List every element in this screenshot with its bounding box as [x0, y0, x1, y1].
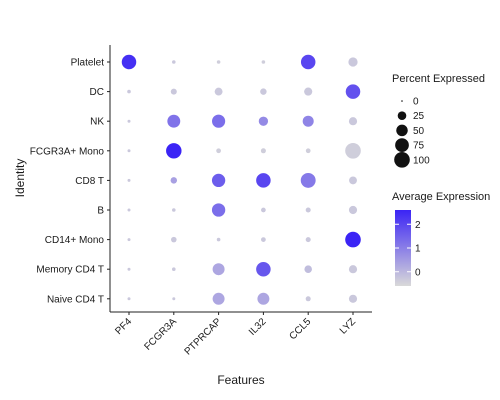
color-legend-label: 0	[415, 267, 421, 278]
dot-nk-ccl5	[302, 115, 314, 127]
color-legend-label: 2	[415, 220, 421, 231]
dot-naive-cd4-t-il32	[257, 292, 270, 305]
dot-cd8-t-fcgr3a	[170, 177, 178, 184]
y-tick-label: DC	[90, 87, 104, 98]
y-tick-label: Memory CD4 T	[36, 265, 104, 276]
dot-fcgr3a-mono-fcgr3a	[166, 143, 182, 159]
dot-cd14-mono-ptprcap	[216, 237, 221, 242]
dot-memory-cd4-t-pf4	[127, 267, 131, 271]
dot-b-pf4	[127, 208, 131, 212]
dot-b-il32	[261, 207, 266, 213]
dot-dc-pf4	[127, 89, 131, 94]
dot-cd8-t-lyz	[349, 176, 357, 185]
color-legend-label: 1	[415, 244, 421, 255]
dot-cd8-t-ptprcap	[211, 173, 226, 188]
y-tick-label: NK	[90, 117, 104, 128]
dot-naive-cd4-t-lyz	[348, 294, 358, 303]
dot-memory-cd4-t-il32	[256, 261, 271, 277]
size-legend-label: 25	[413, 111, 425, 122]
x-tick-label: PF4	[113, 316, 134, 337]
dot-naive-cd4-t-ptprcap	[212, 292, 225, 305]
size-legend-label: 100	[413, 155, 430, 166]
dot-nk-pf4	[127, 119, 131, 123]
dot-naive-cd4-t-fcgr3a	[172, 297, 176, 301]
dot-cd14-mono-ccl5	[305, 237, 311, 243]
size-legend-dot	[397, 111, 407, 120]
x-tick-label: LYZ	[338, 316, 358, 336]
dot-naive-cd4-t-ccl5	[305, 296, 311, 302]
x-axis-title: Features	[217, 373, 264, 387]
size-legend-dot	[394, 152, 410, 168]
size-legend-label: 75	[413, 141, 425, 152]
dot-dc-ptprcap	[214, 87, 223, 96]
dot-fcgr3a-mono-pf4	[127, 149, 131, 153]
dot-dc-il32	[260, 88, 267, 95]
dot-fcgr3a-mono-il32	[260, 148, 266, 154]
y-tick-label: FCGR3A+ Mono	[30, 146, 105, 157]
size-legend-dot	[401, 100, 403, 102]
dot-memory-cd4-t-ptprcap	[212, 263, 225, 276]
dot-cd14-mono-pf4	[127, 238, 131, 242]
y-tick-label: B	[97, 206, 104, 217]
dot-cd8-t-ccl5	[300, 172, 316, 188]
dot-cd14-mono-lyz	[345, 231, 361, 248]
x-tick-label: FCGR3A	[142, 316, 179, 353]
color-legend-title: Average Expression	[392, 191, 490, 203]
dot-dc-ccl5	[304, 87, 313, 96]
y-tick-label: CD14+ Mono	[45, 235, 105, 246]
dot-fcgr3a-mono-ptprcap	[216, 148, 221, 154]
y-tick-label: CD8 T	[75, 176, 104, 187]
dot-fcgr3a-mono-ccl5	[305, 148, 311, 154]
size-legend: 0 25 50 75 100	[394, 97, 430, 168]
dot-nk-lyz	[348, 117, 358, 126]
dot-b-ccl5	[305, 207, 311, 213]
dot-memory-cd4-t-lyz	[348, 265, 358, 274]
dot-cd8-t-pf4	[127, 178, 131, 182]
size-legend-dot	[395, 138, 409, 152]
y-tick-label: Platelet	[71, 58, 105, 69]
dot-platelet-il32	[261, 60, 266, 64]
dot-platelet-ccl5	[300, 54, 316, 70]
dot-platelet-pf4	[121, 54, 137, 70]
dot-memory-cd4-t-fcgr3a	[172, 267, 176, 271]
dot-group	[121, 54, 361, 305]
size-legend-label: 0	[413, 97, 419, 108]
x-tick-label: PTPRCAP	[183, 316, 224, 357]
size-legend-label: 50	[413, 126, 425, 137]
dot-cd14-mono-fcgr3a	[171, 236, 177, 243]
dot-platelet-ptprcap	[216, 60, 221, 64]
color-legend-bar	[395, 210, 411, 286]
size-legend-title: Percent Expressed	[392, 73, 485, 85]
color-legend-ticks: 0 1 2	[395, 220, 421, 278]
dot-dc-fcgr3a	[170, 88, 177, 95]
dot-b-ptprcap	[211, 203, 226, 217]
dot-nk-fcgr3a	[167, 114, 181, 128]
x-tick-label: IL32	[247, 316, 269, 338]
dot-cd8-t-il32	[256, 173, 271, 188]
dot-nk-ptprcap	[212, 114, 226, 128]
y-tick-group: Platelet DC NK FCGR3A+ Mono CD8 T B CD14+ Mono…	[30, 58, 110, 305]
y-tick-label: Naive CD4 T	[47, 294, 104, 305]
dot-memory-cd4-t-ccl5	[304, 265, 312, 273]
size-legend-dot	[396, 124, 408, 137]
x-tick-group: PF4 FCGR3A PTPRCAP IL32 CCL5 LYZ	[113, 312, 358, 358]
dot-naive-cd4-t-pf4	[127, 297, 131, 301]
dot-nk-il32	[258, 116, 269, 126]
x-tick-label: CCL5	[287, 316, 313, 342]
dot-b-lyz	[348, 205, 358, 215]
dot-cd14-mono-il32	[261, 237, 266, 242]
dot-platelet-lyz	[348, 57, 358, 67]
dot-dc-lyz	[345, 84, 361, 99]
dot-fcgr3a-mono-lyz	[345, 143, 361, 159]
dot-b-fcgr3a	[172, 208, 176, 212]
dot-platelet-fcgr3a	[172, 60, 176, 64]
y-axis-title: Identity	[13, 159, 27, 198]
